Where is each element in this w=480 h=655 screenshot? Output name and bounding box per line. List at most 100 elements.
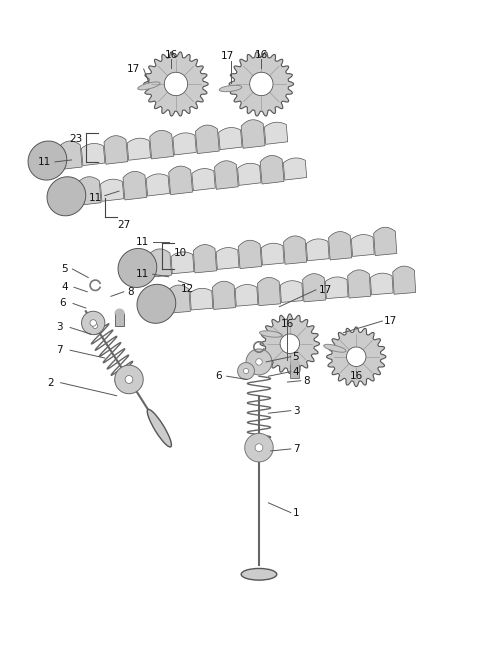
Text: 12: 12 bbox=[181, 284, 194, 293]
Polygon shape bbox=[144, 52, 208, 116]
Polygon shape bbox=[241, 120, 265, 148]
Text: 16: 16 bbox=[165, 50, 178, 60]
Text: 4: 4 bbox=[61, 282, 68, 292]
Polygon shape bbox=[82, 311, 105, 335]
Text: 7: 7 bbox=[56, 345, 63, 355]
Polygon shape bbox=[90, 320, 96, 326]
Text: 16: 16 bbox=[281, 319, 294, 329]
Polygon shape bbox=[255, 443, 263, 451]
Polygon shape bbox=[351, 234, 374, 256]
Polygon shape bbox=[127, 138, 151, 160]
Polygon shape bbox=[258, 278, 280, 306]
Polygon shape bbox=[238, 163, 261, 185]
Polygon shape bbox=[348, 270, 371, 298]
Polygon shape bbox=[168, 285, 191, 313]
Polygon shape bbox=[192, 168, 216, 191]
Polygon shape bbox=[260, 314, 320, 373]
Ellipse shape bbox=[138, 82, 160, 90]
Polygon shape bbox=[238, 363, 254, 379]
Ellipse shape bbox=[324, 345, 346, 352]
Text: 10: 10 bbox=[174, 248, 187, 258]
Polygon shape bbox=[125, 375, 133, 383]
Text: 17: 17 bbox=[127, 64, 140, 74]
Polygon shape bbox=[306, 239, 329, 261]
Text: 3: 3 bbox=[56, 322, 63, 333]
Bar bbox=[115, 313, 124, 326]
Polygon shape bbox=[28, 141, 67, 180]
Polygon shape bbox=[246, 349, 272, 375]
Polygon shape bbox=[47, 177, 86, 215]
Text: 4: 4 bbox=[293, 367, 300, 377]
Polygon shape bbox=[371, 273, 393, 295]
Text: 16: 16 bbox=[349, 371, 363, 381]
Polygon shape bbox=[82, 143, 105, 166]
Polygon shape bbox=[104, 136, 128, 164]
Polygon shape bbox=[302, 274, 325, 302]
Polygon shape bbox=[213, 281, 235, 309]
Polygon shape bbox=[86, 318, 104, 334]
Text: 8: 8 bbox=[303, 376, 310, 386]
Ellipse shape bbox=[260, 331, 282, 337]
Polygon shape bbox=[283, 158, 307, 180]
Polygon shape bbox=[173, 133, 196, 155]
Ellipse shape bbox=[147, 409, 171, 447]
Text: 17: 17 bbox=[384, 316, 397, 326]
Polygon shape bbox=[148, 249, 171, 277]
Polygon shape bbox=[193, 244, 216, 273]
Polygon shape bbox=[118, 248, 157, 288]
Polygon shape bbox=[215, 160, 238, 189]
Polygon shape bbox=[58, 141, 82, 170]
Polygon shape bbox=[250, 72, 273, 96]
Polygon shape bbox=[284, 236, 307, 264]
Polygon shape bbox=[373, 227, 397, 255]
Polygon shape bbox=[169, 166, 192, 195]
Text: 11: 11 bbox=[136, 236, 149, 247]
Text: 3: 3 bbox=[293, 405, 300, 416]
Polygon shape bbox=[347, 347, 366, 366]
Polygon shape bbox=[93, 324, 97, 328]
Text: 6: 6 bbox=[216, 371, 222, 381]
Polygon shape bbox=[329, 232, 352, 260]
Text: 23: 23 bbox=[70, 134, 83, 144]
Ellipse shape bbox=[219, 85, 242, 92]
Text: 6: 6 bbox=[60, 299, 66, 309]
Text: 11: 11 bbox=[136, 269, 149, 279]
Polygon shape bbox=[326, 327, 386, 386]
Polygon shape bbox=[190, 288, 213, 310]
Text: 1: 1 bbox=[293, 508, 300, 517]
Ellipse shape bbox=[241, 569, 277, 580]
Text: 8: 8 bbox=[128, 287, 134, 297]
Polygon shape bbox=[325, 277, 348, 299]
Polygon shape bbox=[235, 284, 258, 307]
Text: 11: 11 bbox=[38, 157, 51, 167]
Polygon shape bbox=[100, 179, 124, 201]
Polygon shape bbox=[164, 72, 188, 96]
Polygon shape bbox=[280, 334, 300, 354]
Polygon shape bbox=[280, 281, 303, 303]
Bar bbox=[290, 364, 299, 378]
Polygon shape bbox=[137, 284, 176, 324]
Text: 27: 27 bbox=[117, 220, 131, 230]
Polygon shape bbox=[239, 240, 262, 269]
Text: 16: 16 bbox=[255, 50, 268, 60]
Polygon shape bbox=[229, 52, 294, 116]
Polygon shape bbox=[146, 174, 169, 196]
Polygon shape bbox=[243, 368, 249, 373]
Text: 5: 5 bbox=[293, 352, 300, 362]
Text: 11: 11 bbox=[89, 193, 102, 202]
Text: 17: 17 bbox=[319, 285, 332, 295]
Polygon shape bbox=[123, 172, 147, 200]
Polygon shape bbox=[245, 434, 273, 462]
Polygon shape bbox=[261, 243, 284, 265]
Polygon shape bbox=[393, 266, 416, 294]
Polygon shape bbox=[218, 128, 242, 149]
Polygon shape bbox=[260, 155, 284, 184]
Text: 17: 17 bbox=[221, 51, 234, 61]
Polygon shape bbox=[171, 252, 194, 274]
Text: 7: 7 bbox=[293, 444, 300, 454]
Text: 2: 2 bbox=[47, 378, 54, 388]
Polygon shape bbox=[264, 122, 288, 144]
Text: 5: 5 bbox=[61, 264, 68, 274]
Polygon shape bbox=[115, 365, 143, 394]
Polygon shape bbox=[256, 359, 262, 365]
